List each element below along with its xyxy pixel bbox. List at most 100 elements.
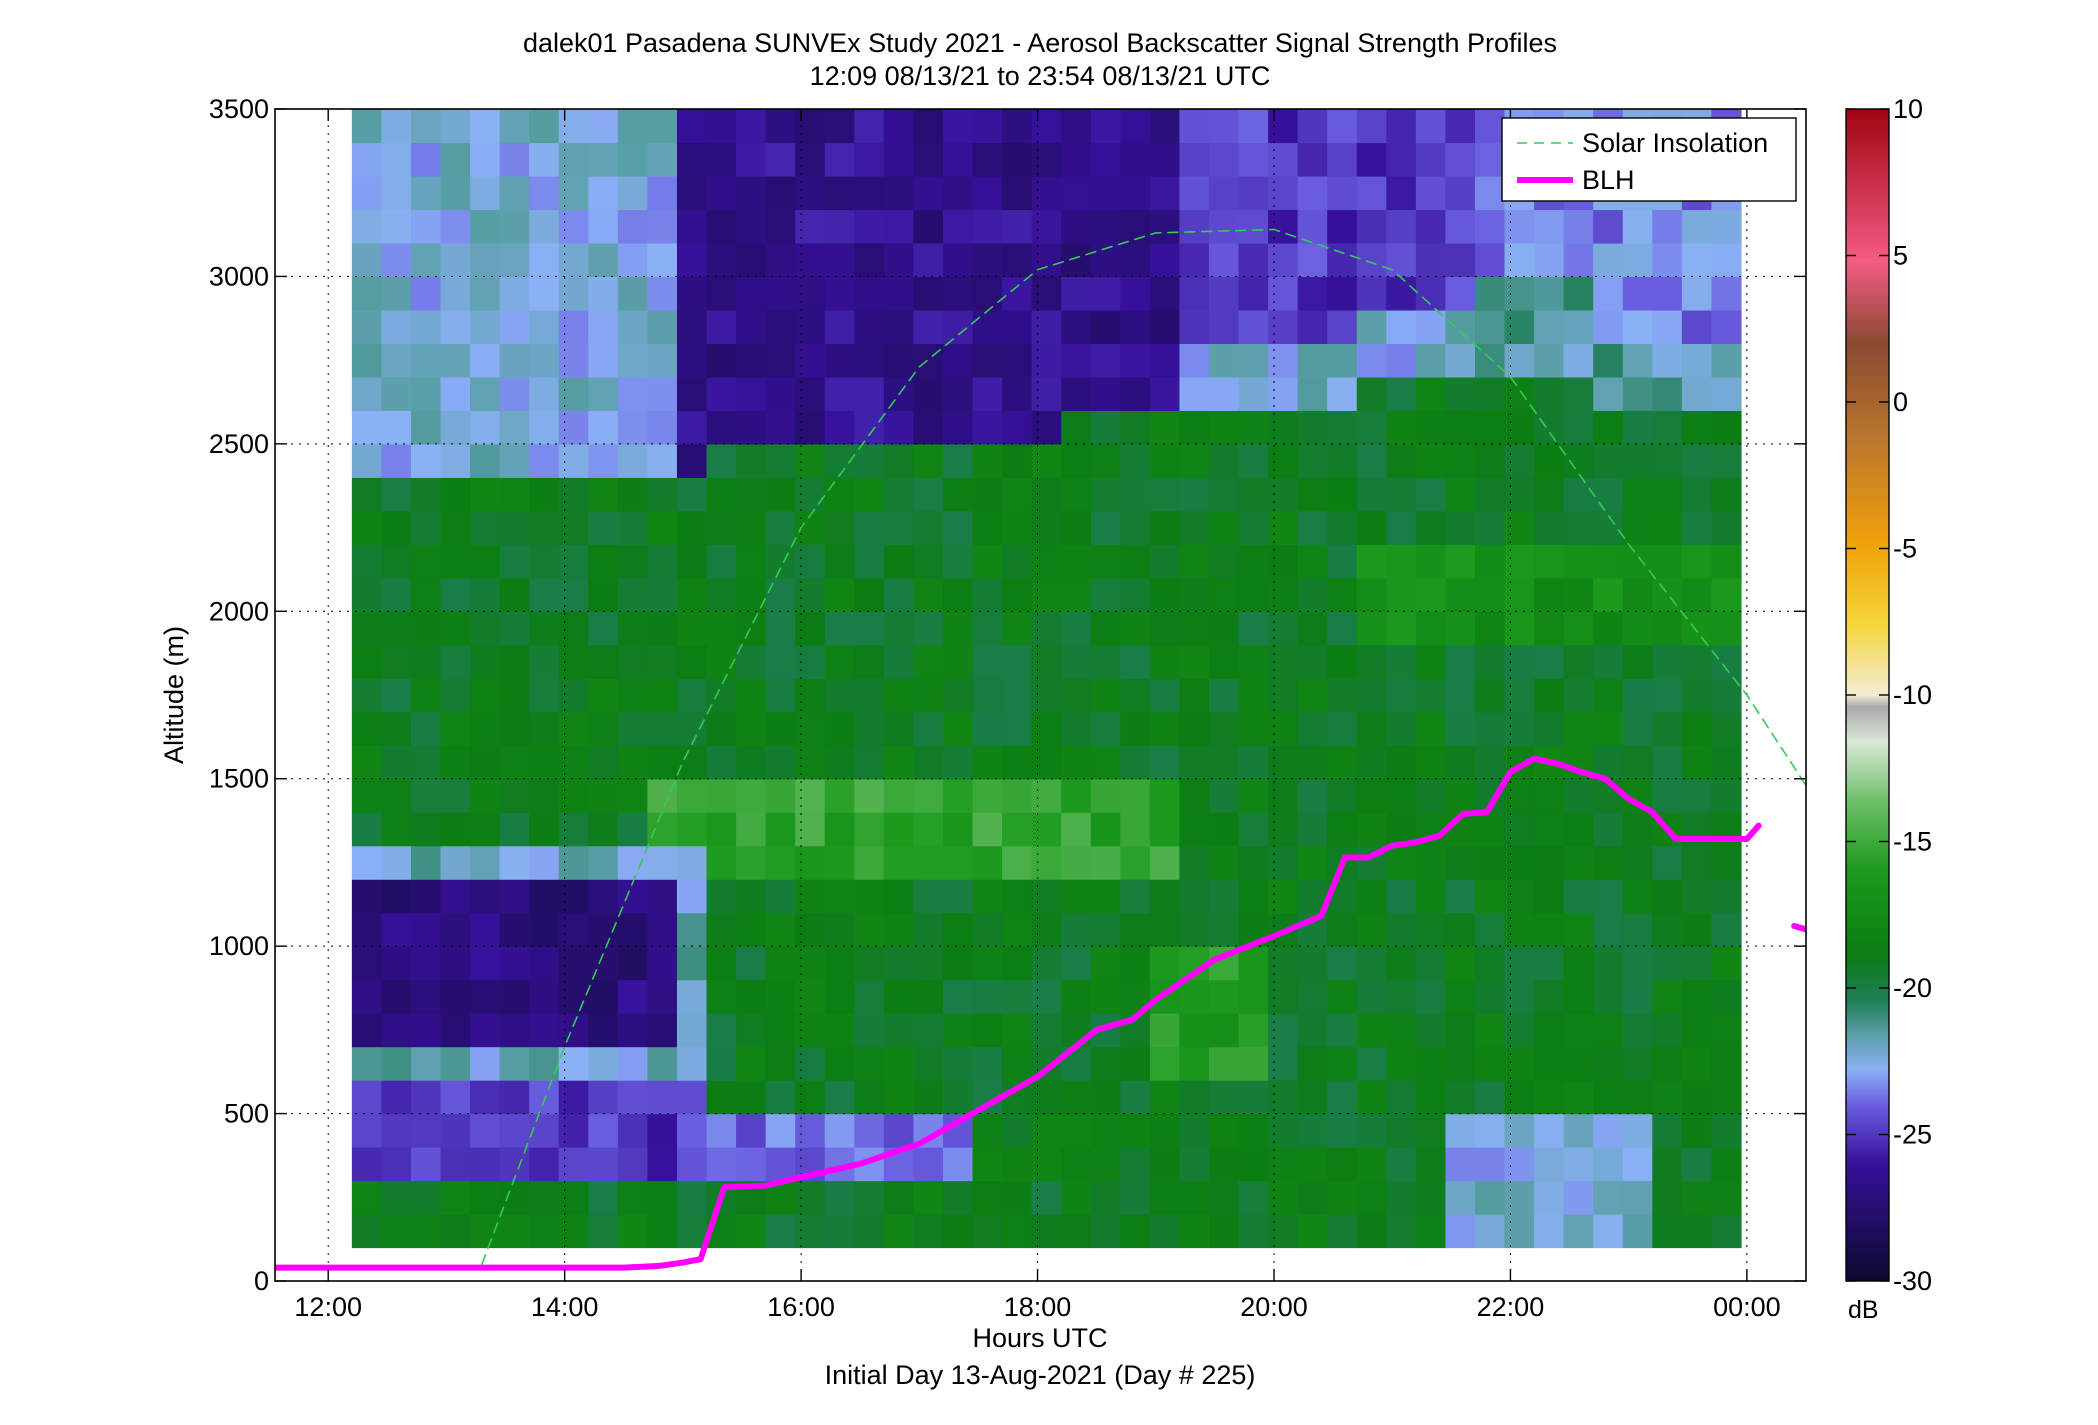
heatmap-cell — [1031, 912, 1062, 947]
heatmap-cell — [972, 678, 1003, 713]
heatmap-cell — [617, 1214, 649, 1249]
heatmap-cell — [1681, 644, 1713, 679]
heatmap-cell — [1238, 879, 1269, 914]
heatmap-cell — [795, 745, 826, 780]
heatmap-cell — [1327, 946, 1358, 981]
heatmap-cell — [1238, 1080, 1269, 1115]
heatmap-cell — [647, 1180, 678, 1215]
heatmap-cell — [1149, 577, 1181, 612]
heatmap-cell — [499, 946, 530, 981]
heatmap-cell — [1356, 142, 1387, 177]
heatmap-cell — [470, 845, 501, 880]
heatmap-cell — [529, 711, 560, 746]
heatmap-cell — [1534, 410, 1565, 445]
heatmap-cell — [795, 879, 826, 914]
heatmap-cell — [883, 845, 915, 880]
heatmap-cell — [1356, 778, 1387, 813]
heatmap-cell — [617, 209, 649, 244]
heatmap-cell — [1179, 979, 1210, 1014]
heatmap-cell — [529, 1046, 560, 1081]
heatmap-cell — [1711, 711, 1742, 746]
heatmap-cell — [617, 1046, 649, 1081]
heatmap-cell — [1031, 109, 1062, 144]
heatmap-cell — [499, 109, 530, 144]
heatmap-cell — [1534, 912, 1565, 947]
heatmap-cell — [1415, 343, 1447, 378]
heatmap-cell — [1327, 376, 1358, 411]
heatmap-cell — [883, 1080, 915, 1115]
heatmap-cell — [706, 544, 737, 579]
heatmap-cell — [470, 343, 501, 378]
heatmap-cell — [1031, 477, 1062, 512]
heatmap-cell — [1179, 410, 1210, 445]
heatmap-cell — [1090, 1080, 1121, 1115]
heatmap-cell — [1504, 1147, 1535, 1182]
heatmap-cell — [913, 979, 944, 1014]
heatmap-cell — [972, 946, 1003, 981]
heatmap-cell — [470, 142, 501, 177]
heatmap-cell — [1297, 577, 1328, 612]
heatmap-cell — [588, 1180, 619, 1215]
heatmap-cell — [1445, 879, 1476, 914]
heatmap-cell — [854, 812, 885, 847]
heatmap-cell — [558, 544, 589, 579]
heatmap-cell — [1563, 1046, 1594, 1081]
heatmap-cell — [1327, 711, 1358, 746]
heatmap-cell — [647, 979, 678, 1014]
heatmap-cell — [1120, 778, 1151, 813]
heatmap-cell — [1297, 1147, 1328, 1182]
heatmap-cell — [1534, 1080, 1565, 1115]
heatmap-cell — [736, 477, 767, 512]
heatmap-cell — [351, 678, 383, 713]
heatmap-cell — [676, 678, 708, 713]
heatmap-cell — [351, 946, 383, 981]
heatmap-cell — [1090, 879, 1121, 914]
heatmap-cell — [440, 644, 471, 679]
heatmap-cell — [765, 778, 796, 813]
heatmap-cell — [499, 1013, 530, 1048]
heatmap-cell — [588, 1080, 619, 1115]
heatmap-cell — [1711, 443, 1742, 478]
heatmap-cell — [1681, 1214, 1713, 1249]
heatmap-cell — [706, 175, 737, 211]
heatmap-cell — [499, 443, 530, 478]
heatmap-cell — [440, 879, 471, 914]
heatmap-cell — [410, 343, 442, 378]
heatmap-cell — [913, 912, 944, 947]
heatmap-cell — [883, 745, 915, 780]
heatmap-cell — [883, 209, 915, 244]
heatmap-cell — [1622, 812, 1653, 847]
heatmap-cell — [1386, 946, 1417, 981]
heatmap-cell — [1445, 242, 1476, 278]
heatmap-cell — [351, 376, 383, 411]
heatmap-cell — [795, 1214, 826, 1249]
heatmap-cell — [1445, 611, 1476, 646]
heatmap-cell — [1415, 778, 1447, 813]
heatmap-cell — [410, 644, 442, 679]
heatmap-cell — [588, 544, 619, 579]
heatmap-cell — [942, 376, 974, 411]
heatmap-cell — [1031, 209, 1062, 244]
heatmap-cell — [1356, 276, 1387, 311]
heatmap-cell — [1534, 1113, 1565, 1148]
heatmap-cell — [381, 644, 412, 679]
heatmap-cell — [351, 109, 383, 144]
heatmap-cell — [351, 745, 383, 780]
heatmap-cell — [1268, 745, 1299, 780]
heatmap-cell — [558, 577, 589, 612]
heatmap-cell — [1681, 1080, 1713, 1115]
heatmap-cell — [499, 979, 530, 1014]
heatmap-cell — [1474, 912, 1506, 947]
heatmap-cell — [972, 309, 1003, 344]
heatmap-cell — [1120, 711, 1151, 746]
heatmap-cell — [1208, 577, 1240, 612]
heatmap-cell — [1061, 577, 1092, 612]
heatmap-cell — [499, 1046, 530, 1081]
heatmap-cell — [1061, 343, 1092, 378]
heatmap-cell — [1652, 410, 1683, 445]
heatmap-cell — [381, 611, 412, 646]
heatmap-cell — [558, 979, 589, 1014]
heatmap-cell — [854, 577, 885, 612]
heatmap-cell — [1031, 611, 1062, 646]
heatmap-cell — [1090, 209, 1121, 244]
